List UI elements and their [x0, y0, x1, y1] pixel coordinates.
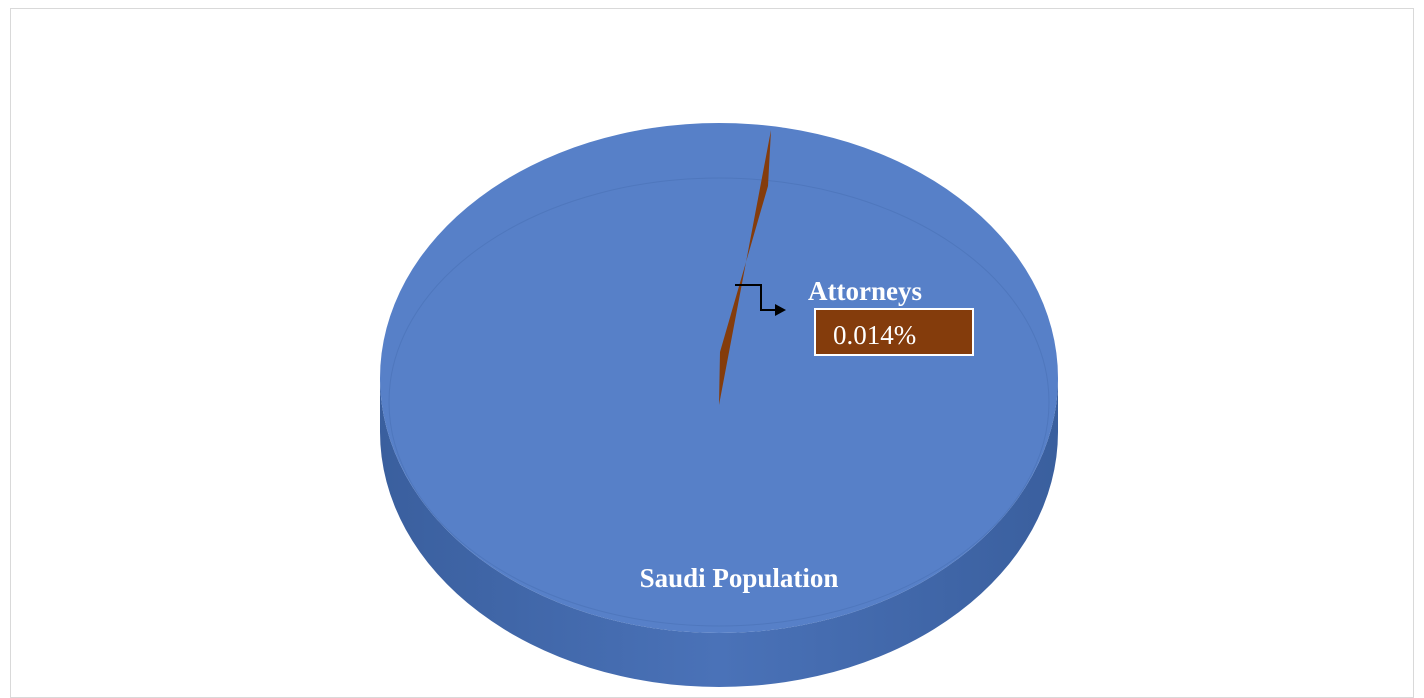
- pie-side-wall: [380, 378, 1058, 687]
- pie-top-inner-edge: [388, 177, 1050, 627]
- slice-label-saudi-population: Saudi Population: [640, 563, 839, 593]
- slice-label-attorneys: Attorneys: [808, 276, 922, 306]
- pie-slice-attorneys[interactable]: [719, 130, 771, 405]
- value-label-box: [814, 308, 974, 356]
- pie-slice-saudi-population[interactable]: [380, 123, 1058, 633]
- leader-line: [735, 284, 776, 311]
- slice-value-attorneys: 0.014%: [833, 320, 916, 350]
- leader-arrowhead: [775, 304, 786, 316]
